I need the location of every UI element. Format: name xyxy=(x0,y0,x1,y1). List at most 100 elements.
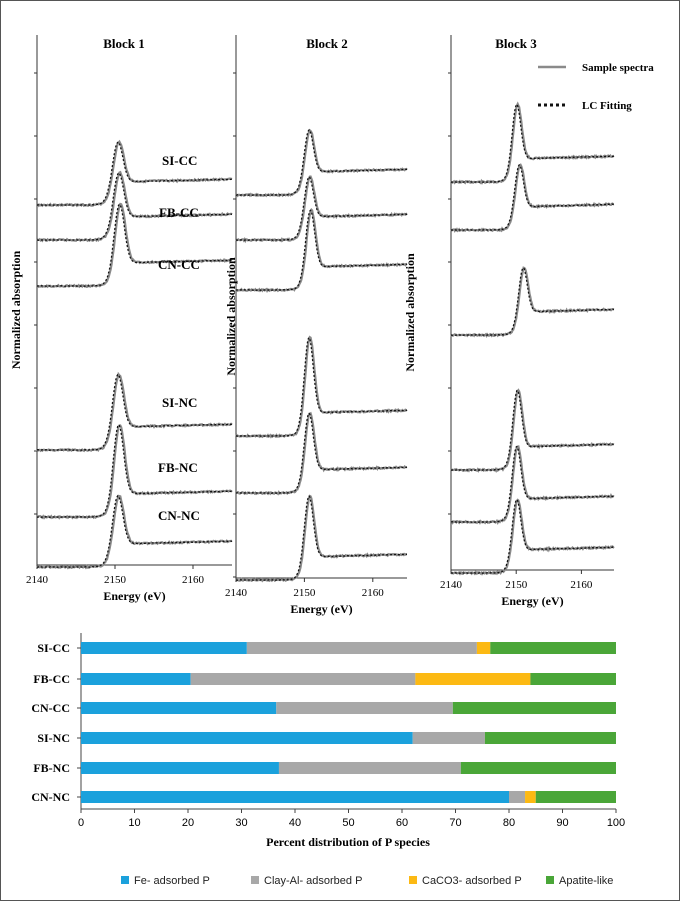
x-axis-title: Energy (eV) xyxy=(290,602,352,616)
x-axis-title: Energy (eV) xyxy=(501,594,563,608)
legend-fit-label: LC Fitting xyxy=(582,100,632,112)
lc-fitting-line xyxy=(235,209,408,291)
bar-segment-caco3-adsorbed-p xyxy=(415,673,531,685)
x-tick-label: 2150 xyxy=(505,579,528,591)
bar-segment-clay-al-adsorbed-p xyxy=(509,791,526,803)
spectra-legend: Sample spectra LC Fitting xyxy=(538,62,654,112)
sample-spectrum-line xyxy=(450,266,615,338)
bar-row-cn-nc: CN-NC xyxy=(31,790,616,804)
legend-swatch xyxy=(409,876,417,884)
bar-segment-fe-adsorbed-p xyxy=(81,732,413,744)
panel-title: Block 2 xyxy=(306,36,348,51)
lc-fitting-line xyxy=(236,128,408,196)
bar-x-tick-label: 30 xyxy=(235,817,247,829)
bar-row-fb-cc: FB-CC xyxy=(33,672,616,686)
x-tick-label: 2140 xyxy=(26,574,49,586)
spectrum-fb-cc xyxy=(450,163,615,233)
category-label: FB-CC xyxy=(33,672,70,686)
spectrum-cn-nc xyxy=(36,494,233,570)
bar-segment-clay-al-adsorbed-p xyxy=(246,642,477,654)
x-tick-label: 2160 xyxy=(362,587,385,599)
legend-label: Apatite-like xyxy=(559,875,613,887)
spectrum-fb-nc xyxy=(450,445,615,525)
lc-fitting-line xyxy=(450,389,614,471)
bar-segment-clay-al-adsorbed-p xyxy=(276,702,453,714)
bar-segment-caco3-adsorbed-p xyxy=(525,791,536,803)
lc-fitting-line xyxy=(235,176,407,241)
spectrum-cn-cc xyxy=(450,266,615,338)
curve-label-si-cc: SI-CC xyxy=(162,153,197,168)
spectrum-cn-cc xyxy=(235,208,408,294)
sample-spectrum-line xyxy=(36,371,233,453)
x-tick-label: 2160 xyxy=(182,574,205,586)
bar-x-tick-label: 50 xyxy=(342,817,354,829)
legend-item-apatite-like: Apatite-like xyxy=(546,875,613,887)
sample-spectrum-line xyxy=(236,411,408,496)
x-axis-title: Energy (eV) xyxy=(103,589,165,603)
curve-label-fb-cc: FB-CC xyxy=(159,205,199,220)
sample-spectrum-line xyxy=(235,335,408,439)
curve-label-cn-nc: CN-NC xyxy=(158,508,200,523)
lc-fitting-line xyxy=(36,141,232,206)
category-label: FB-NC xyxy=(33,761,70,775)
bar-segment-caco3-adsorbed-p xyxy=(476,642,491,654)
spectra-panel-3: Block 3 2140 2150 2160 Energy (eV) Normalized… xyxy=(403,35,615,608)
spectrum-fb-nc xyxy=(235,411,408,496)
legend-label: Fe- adsorbed P xyxy=(134,875,210,887)
curve-label-fb-nc: FB-NC xyxy=(158,460,198,475)
sample-spectrum-line xyxy=(450,101,615,185)
bar-segment-clay-al-adsorbed-p xyxy=(190,673,416,685)
y-axis-title: Normalized absorption xyxy=(9,251,23,370)
legend-item-fe-adsorbed-p: Fe- adsorbed P xyxy=(121,875,210,887)
bar-segment-apatite-like xyxy=(530,673,616,685)
curve-label-si-nc: SI-NC xyxy=(162,395,197,410)
bar-segment-fe-adsorbed-p xyxy=(81,642,247,654)
spectrum-cn-cc xyxy=(36,202,233,289)
x-tick-label: 2150 xyxy=(104,574,127,586)
sample-spectrum-line xyxy=(36,494,233,570)
lc-fitting-line xyxy=(37,374,233,451)
lc-fitting-line xyxy=(36,203,232,287)
sample-spectrum-line xyxy=(235,208,408,294)
bar-x-tick-label: 0 xyxy=(78,817,84,829)
sample-spectrum-line xyxy=(235,128,408,198)
category-label: SI-CC xyxy=(37,641,70,655)
curve-label-cn-cc: CN-CC xyxy=(158,257,200,272)
bar-row-cn-cc: CN-CC xyxy=(31,701,616,715)
category-label: CN-NC xyxy=(31,790,70,804)
legend-swatch xyxy=(121,876,129,884)
x-tick-label: 2160 xyxy=(570,579,593,591)
bar-x-tick-label: 60 xyxy=(396,817,408,829)
bar-segment-clay-al-adsorbed-p xyxy=(278,762,461,774)
lc-fitting-line xyxy=(37,172,233,241)
bar-segment-fe-adsorbed-p xyxy=(81,791,509,803)
lc-fitting-line xyxy=(37,495,233,568)
bar-segment-apatite-like xyxy=(490,642,616,654)
x-tick-label: 2150 xyxy=(293,587,316,599)
x-tick-label: 2140 xyxy=(225,587,248,599)
spectra-panel-1: Block 1 2140 2150 2160 Energy (eV) Normalized… xyxy=(9,35,233,603)
legend-sample-label: Sample spectra xyxy=(582,62,654,74)
sample-spectrum-line xyxy=(450,498,615,576)
panel-title: Block 3 xyxy=(495,36,537,51)
bar-row-si-cc: SI-CC xyxy=(37,641,616,655)
spectrum-si-nc xyxy=(36,371,233,453)
bar-x-tick-label: 70 xyxy=(449,817,461,829)
bar-x-tick-label: 10 xyxy=(128,817,140,829)
bar-x-tick-label: 40 xyxy=(289,817,301,829)
bar-segment-fe-adsorbed-p xyxy=(81,762,279,774)
spectrum-fb-cc xyxy=(235,175,408,244)
bar-row-si-nc: SI-NC xyxy=(37,731,616,745)
category-label: CN-CC xyxy=(31,701,70,715)
bar-x-tick-label: 80 xyxy=(503,817,515,829)
sample-spectrum-line xyxy=(37,424,233,520)
y-axis-title: Normalized absorption xyxy=(403,253,417,372)
bar-x-tick-label: 100 xyxy=(607,817,625,829)
bar-segment-fe-adsorbed-p xyxy=(81,673,191,685)
category-label: SI-NC xyxy=(37,731,70,745)
spectrum-cn-nc xyxy=(450,498,615,576)
legend-item-clay-al-adsorbed-p: Clay-Al- adsorbed P xyxy=(251,875,362,887)
lc-fitting-line xyxy=(235,336,408,437)
xanes-spectra-figure: Block 1 2140 2150 2160 Energy (eV) Normalized… xyxy=(9,35,654,616)
